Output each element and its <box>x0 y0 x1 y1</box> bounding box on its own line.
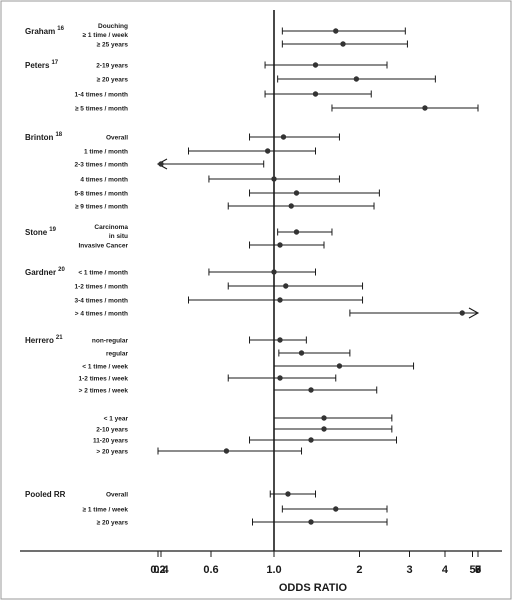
row-label: 3-4 times / month <box>75 298 128 305</box>
point-estimate <box>312 91 319 97</box>
row-label: Overall <box>106 492 128 499</box>
point-estimate <box>333 506 339 512</box>
x-axis-title: ODDS RATIO <box>279 582 348 594</box>
x-tick-label: 0.6 <box>203 564 218 576</box>
point-estimate <box>312 62 319 68</box>
row-label: > 20 years <box>96 449 128 456</box>
row-label: < 1 year <box>104 416 129 423</box>
row-label: ≥ 20 years <box>97 77 129 84</box>
row-label: ≥ 1 time / week <box>83 507 129 514</box>
point-estimate <box>288 203 294 209</box>
point-estimate <box>308 387 314 393</box>
study-reference: 19 <box>49 227 56 233</box>
x-tick-label: 7 <box>475 564 481 576</box>
row-label-line2: in situ <box>109 233 128 240</box>
row-label: Overall <box>106 135 128 142</box>
x-tick-label: 0.4 <box>153 564 169 576</box>
point-estimate <box>293 190 300 196</box>
row-label: non-regular <box>92 338 129 345</box>
point-estimate <box>277 242 283 248</box>
point-estimate <box>336 363 343 369</box>
point-estimate <box>333 28 339 34</box>
study-reference: 17 <box>51 60 58 66</box>
point-estimate <box>277 297 283 303</box>
point-estimate <box>271 176 277 182</box>
row-label: 1-4 times / month <box>75 92 128 99</box>
point-estimate <box>321 415 327 421</box>
row-label: Invasive Cancer <box>78 243 128 250</box>
row-label: Douching <box>98 23 128 30</box>
row-label: ≥ 5 times / month <box>75 106 128 113</box>
row-label: ≥ 25 years <box>97 42 129 49</box>
point-estimate <box>264 148 271 154</box>
row-label: Carcinoma <box>94 224 128 231</box>
point-estimate <box>271 269 277 275</box>
row-label: 2-3 times / month <box>75 162 128 169</box>
study-reference: 16 <box>57 26 64 32</box>
x-tick-label: 6 <box>475 564 481 576</box>
plot-marks <box>156 10 480 551</box>
study-reference: 18 <box>55 132 62 138</box>
row-label: 1-2 times / week <box>79 376 129 383</box>
row-label: 2-10 years <box>96 427 128 434</box>
x-tick-label: 4 <box>442 564 449 576</box>
row-label: > 2 times / week <box>79 388 129 395</box>
study-label: Peters <box>25 61 50 70</box>
point-estimate <box>277 375 283 381</box>
row-label: 11-20 years <box>93 438 128 445</box>
row-label: < 1 time / week <box>82 364 128 371</box>
study-reference: 20 <box>58 267 65 273</box>
row-label: < 1 time / month <box>78 270 128 277</box>
row-label-line2: ≥ 1 time / week <box>83 32 129 39</box>
point-estimate <box>277 337 283 343</box>
point-estimate <box>308 437 314 443</box>
row-labels: Graham 16 Douching ≥ 1 time / week ≥ 25 year… <box>25 23 128 527</box>
row-label: > 4 times / month <box>75 311 128 318</box>
x-tick-label: 2 <box>356 564 362 576</box>
row-label: 4 times / month <box>80 177 128 184</box>
point-estimate <box>158 161 164 167</box>
point-estimate <box>308 519 314 525</box>
row-label: 2-19 years <box>96 63 128 70</box>
x-tick-label: 0.2 <box>150 564 165 576</box>
point-estimate <box>293 229 300 235</box>
point-estimate <box>340 41 346 47</box>
study-label: Pooled RR <box>25 490 66 499</box>
point-estimate <box>353 76 360 82</box>
row-label: 5-8 times / month <box>75 191 128 198</box>
row-label: 1-2 times / month <box>75 284 128 291</box>
row-label: ≥ 9 times / month <box>75 204 128 211</box>
x-tick-label: 5 <box>469 564 475 576</box>
row-label: ≥ 20 years <box>97 520 129 527</box>
x-tick-label: 9 <box>475 564 481 576</box>
row-label: 1 time / month <box>84 149 128 156</box>
x-tick-label: 1.0 <box>266 564 281 576</box>
ci-arrow-right <box>468 307 480 319</box>
study-label: Herrero <box>25 336 54 345</box>
point-estimate <box>280 134 287 140</box>
study-label: Stone <box>25 228 48 237</box>
ci-arrow-left <box>156 158 168 170</box>
study-label: Graham <box>25 27 55 36</box>
point-estimate <box>422 105 428 111</box>
study-label: Gardner <box>25 268 56 277</box>
point-estimate <box>298 350 305 356</box>
row-label: regular <box>106 351 129 358</box>
study-label: Brinton <box>25 133 54 142</box>
point-estimate <box>285 491 291 497</box>
point-estimate <box>459 310 465 316</box>
x-tick-label: 3 <box>406 564 412 576</box>
point-estimate <box>321 426 327 432</box>
x-tick-label: 8 <box>475 564 481 576</box>
point-estimate <box>223 448 230 454</box>
study-reference: 21 <box>56 335 63 341</box>
point-estimate <box>283 283 289 289</box>
